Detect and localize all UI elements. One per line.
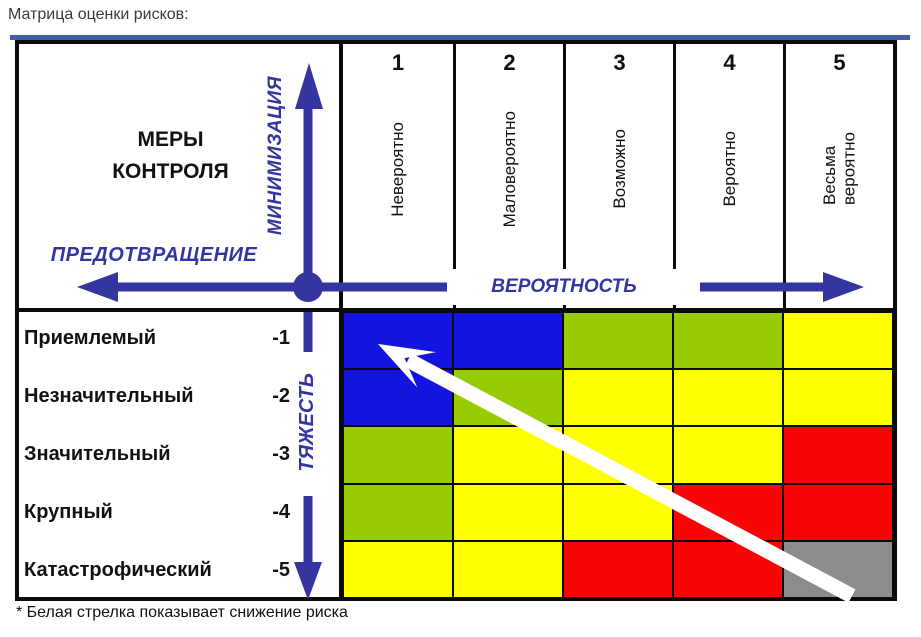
matrix-cell xyxy=(453,483,563,541)
severity-axis-label: ТЯЖЕСТЬ xyxy=(295,372,318,472)
matrix-cell xyxy=(343,540,453,598)
severity-label: Незначительный xyxy=(24,385,194,407)
matrix-cell xyxy=(453,369,563,427)
probability-label: Вероятно xyxy=(719,131,739,207)
severity-label: Катастрофический xyxy=(24,559,212,581)
matrix-cell xyxy=(783,312,893,370)
matrix-cell xyxy=(673,483,783,541)
severity-row: Незначительный -2 xyxy=(24,368,290,425)
probability-column-1: 1 Невероятно xyxy=(343,44,453,308)
matrix-cell xyxy=(563,540,673,598)
severity-row: Катастрофический -5 xyxy=(24,542,290,599)
matrix-cell xyxy=(673,369,783,427)
probability-number: 5 xyxy=(833,50,846,75)
panel-divider-line xyxy=(339,40,343,601)
severity-value: -1 xyxy=(272,327,290,349)
header-divider-line xyxy=(15,308,897,312)
probability-number: 1 xyxy=(391,50,405,75)
minimization-axis-label: МИНИМИЗАЦИЯ xyxy=(265,76,287,236)
probability-label: Невероятно xyxy=(388,121,408,217)
risk-matrix-grid xyxy=(343,312,893,598)
matrix-cell xyxy=(453,426,563,484)
probability-axis-label: ВЕРОЯТНОСТЬ xyxy=(452,269,676,305)
matrix-cell xyxy=(673,426,783,484)
severity-row: Приемлемый -1 xyxy=(24,310,290,367)
footnote: * Белая стрелка показывает снижение риск… xyxy=(16,604,348,621)
probability-label: Маловероятно xyxy=(499,110,519,228)
probability-number: 2 xyxy=(503,50,516,75)
matrix-cell xyxy=(343,312,453,370)
matrix-cell xyxy=(453,312,563,370)
matrix-cell xyxy=(563,426,673,484)
matrix-cell xyxy=(783,540,893,598)
matrix-cell xyxy=(563,483,673,541)
probability-column-4: 4 Вероятно xyxy=(673,44,783,308)
severity-value: -4 xyxy=(272,501,290,523)
probability-number: 3 xyxy=(613,50,626,75)
matrix-cell xyxy=(563,312,673,370)
control-measures-label: МЕРЫ КОНТРОЛЯ xyxy=(112,128,229,183)
matrix-cell xyxy=(343,369,453,427)
probability-label: Возможно xyxy=(609,129,629,209)
probability-header-columns: 1 Невероятно 2 Маловероятно 3 Возможно 4… xyxy=(343,44,893,308)
page-title: Матрица оценки рисков: xyxy=(8,6,189,23)
probability-column-2: 2 Маловероятно xyxy=(453,44,563,308)
severity-row: Значительный -3 xyxy=(24,426,290,483)
matrix-cell xyxy=(673,312,783,370)
matrix-cell xyxy=(563,369,673,427)
severity-value: -5 xyxy=(272,559,290,581)
matrix-cell xyxy=(343,426,453,484)
probability-column-5: 5 Весьма вероятно xyxy=(783,44,893,308)
matrix-cell xyxy=(783,426,893,484)
probability-label: Весьма вероятно xyxy=(819,132,859,206)
severity-value: -2 xyxy=(272,385,290,407)
matrix-cell xyxy=(783,369,893,427)
severity-label: Крупный xyxy=(24,501,113,523)
matrix-cell xyxy=(453,540,563,598)
severity-row: Крупный -4 xyxy=(24,484,290,541)
matrix-cell xyxy=(343,483,453,541)
severity-label: Приемлемый xyxy=(24,327,157,349)
prevention-axis-label: ПРЕДОТВРАЩЕНИЕ xyxy=(50,244,258,266)
severity-value: -3 xyxy=(272,443,290,465)
matrix-cell xyxy=(673,540,783,598)
severity-label: Значительный xyxy=(24,443,171,465)
top-accent-bar xyxy=(10,35,910,40)
probability-number: 4 xyxy=(723,50,736,75)
probability-column-3: 3 Возможно xyxy=(563,44,673,308)
matrix-cell xyxy=(783,483,893,541)
